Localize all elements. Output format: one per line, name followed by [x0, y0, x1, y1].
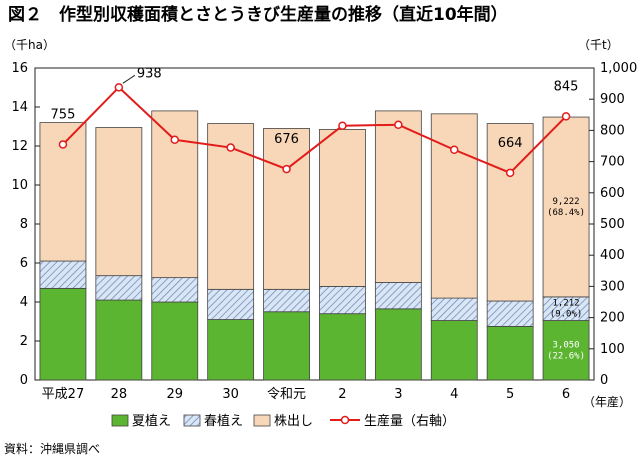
legend-label-summer: 夏植え: [132, 414, 171, 429]
bar-spring: [207, 288, 255, 320]
category-label: 2: [338, 387, 346, 402]
left-axis-tick-label: 8: [20, 217, 28, 232]
bar-spring: [319, 285, 366, 315]
right-axis-tick-label: 300: [600, 279, 625, 294]
category-label: 3: [394, 387, 402, 402]
category-label: 5: [506, 387, 514, 402]
bar-spring: [263, 288, 310, 313]
production-point: [282, 164, 291, 174]
data-label-production: 845: [554, 79, 579, 94]
right-axis-tick-label: 1,000: [600, 61, 637, 76]
category-label: 28: [111, 387, 128, 402]
bar-summer: [207, 319, 255, 381]
bar-spring: [374, 282, 422, 310]
category-label: 4: [450, 387, 458, 402]
category-labels-group: 平成27 28 29 30 令和元 2 3 4 5 6: [42, 387, 571, 402]
left-axis-tick-label: 6: [20, 256, 28, 271]
bar-spring: [151, 277, 199, 303]
right-axis-tick-label: 700: [600, 155, 625, 170]
x-axis-unit: （年産）: [583, 394, 631, 409]
left-axis-tick-label: 16: [11, 61, 28, 76]
chart-title: 図２ 作型別収穫面積とさとうきび生産量の推移（直近10年間）: [8, 4, 508, 25]
bar-ratoon: [374, 110, 422, 283]
production-point: [505, 168, 515, 178]
axis-ticks-group: 0 2 4 6 8 10 12 14 16 0 100 200 300 400 500 600 700 800 90…: [11, 61, 637, 388]
legend-label-ratoon: 株出し: [274, 414, 313, 429]
bar-summer: [95, 299, 143, 381]
bar-summer: [151, 301, 199, 381]
bar-spring: [39, 260, 87, 289]
production-point: [394, 120, 403, 130]
production-point: [226, 143, 235, 152]
data-label-production: 664: [498, 136, 523, 151]
production-point: [561, 112, 571, 121]
data-label-production: 676: [274, 132, 299, 147]
legend-swatch-ratoon: [253, 414, 271, 427]
bar-ratoon: [263, 128, 310, 290]
right-axis-tick-label: 400: [600, 248, 625, 263]
production-line: [62, 85, 567, 175]
bar-summer: [374, 308, 422, 381]
left-axis-tick-label: 2: [20, 334, 28, 349]
production-point: [170, 135, 179, 145]
right-axis-tick-label: 200: [600, 311, 625, 326]
bar-spring: [486, 300, 534, 327]
bar-summer: [319, 313, 366, 381]
data-label-leader: [122, 74, 136, 84]
legend-label-spring: 春植え: [204, 414, 243, 429]
bar-annotation-text: 3,050: [553, 340, 580, 350]
bar-summer: [542, 320, 590, 381]
bar-ratoon: [95, 127, 143, 277]
bars-group: [39, 110, 590, 381]
data-label-production: 938: [137, 66, 162, 81]
production-point: [114, 83, 124, 92]
left-axis-tick-label: 12: [11, 139, 28, 154]
bar-annotation-text: (9.0%): [550, 310, 583, 320]
bar-summer: [430, 320, 478, 381]
production-point: [58, 140, 68, 149]
bar-summer: [486, 325, 534, 381]
left-axis-tick-label: 4: [20, 295, 28, 310]
right-axis-tick-label: 0: [600, 373, 608, 388]
left-axis-tick-label: 0: [20, 373, 28, 388]
category-label: 令和元: [267, 387, 306, 402]
bar-annotation-text: (22.6%): [547, 351, 585, 361]
right-axis-tick-label: 800: [600, 123, 625, 138]
legend-swatch-spring: [183, 414, 201, 427]
bar-spring: [430, 297, 478, 321]
production-point: [450, 145, 459, 154]
bar-annotations-group: 9,222(68.4%) 1,212(9.0%) 3,050(22.6%): [547, 197, 585, 361]
right-axis-tick-label: 900: [600, 92, 625, 107]
bar-annotation-text: 9,222: [553, 197, 580, 207]
right-axis-unit: （千t）: [578, 38, 619, 52]
bar-summer: [263, 311, 310, 381]
source-note: 資料：沖縄県調べ: [4, 441, 100, 456]
bar-ratoon: [430, 113, 478, 299]
category-label: 6: [562, 387, 570, 402]
bar-ratoon: [542, 116, 590, 298]
category-label: 平成27: [42, 387, 85, 402]
right-axis-tick-label: 500: [600, 217, 625, 232]
legend-swatch-marker: [340, 415, 350, 425]
legend-label-production: 生産量（右軸）: [364, 413, 455, 429]
production-point: [338, 121, 347, 130]
left-axis-tick-label: 10: [11, 178, 28, 193]
category-label: 29: [166, 387, 183, 402]
bar-summer: [39, 287, 87, 381]
bar-ratoon: [319, 129, 366, 287]
legend-swatch-summer: [111, 414, 129, 427]
production-line-group: 755 938 676 664 845: [51, 66, 579, 178]
bar-annotation-text: 1,212: [553, 299, 580, 309]
bar-annotation-text: (68.4%): [547, 208, 585, 218]
category-label: 30: [222, 387, 239, 402]
bar-ratoon: [486, 123, 534, 302]
legend: 夏植え 春植え 株出し 生産量（右軸）: [111, 413, 455, 429]
bar-spring: [95, 275, 143, 301]
right-axis-tick-label: 100: [600, 342, 625, 357]
left-axis-tick-label: 14: [11, 100, 28, 115]
data-label-production: 755: [51, 107, 76, 122]
left-axis-unit: （千ha）: [4, 38, 55, 52]
right-axis-tick-label: 600: [600, 186, 625, 201]
